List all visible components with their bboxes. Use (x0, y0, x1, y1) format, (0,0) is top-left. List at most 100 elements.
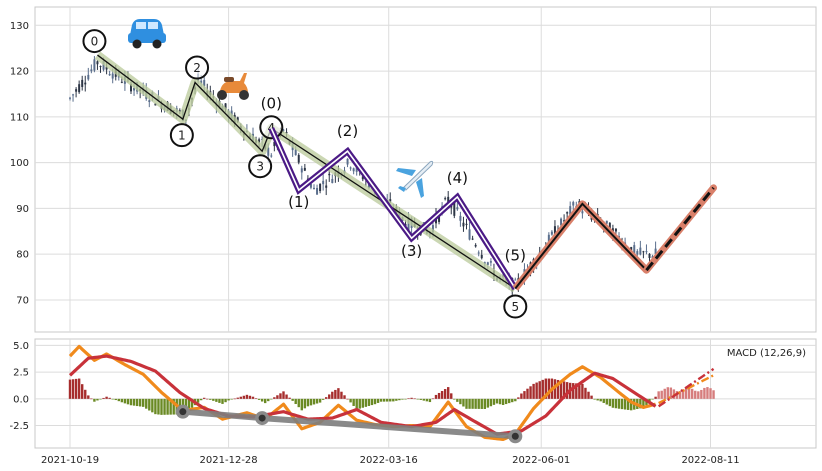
macd-histogram-bar (309, 398, 313, 406)
macd-histogram-bar (105, 396, 108, 399)
macd-histogram-bar (504, 398, 508, 405)
impulse-wave-label: 0 (91, 35, 99, 49)
macd-histogram-bar (367, 398, 371, 406)
macd-tick-label: 5.0 (13, 341, 29, 352)
macd-histogram-bar (663, 388, 666, 399)
macd-histogram-bar (245, 394, 249, 399)
candle-body (270, 155, 273, 157)
candle-body (471, 238, 474, 240)
impulse-wave-label: 1 (178, 129, 186, 143)
macd-projection-line (658, 374, 715, 405)
macd-histogram-bar (495, 398, 499, 404)
macd-histogram-bar (575, 383, 578, 399)
impulse-wave-label: 3 (256, 160, 264, 174)
macd-histogram-bar (376, 398, 380, 403)
macd-histogram-bar (654, 396, 657, 399)
macd-histogram-bar (218, 398, 221, 403)
price-grid (35, 7, 816, 332)
macd-histogram-bar (373, 398, 377, 405)
macd-histogram-bar (87, 395, 90, 399)
macd-histogram-bar (422, 398, 425, 401)
candle-body (361, 176, 364, 180)
macd-histogram-bar (623, 398, 627, 410)
macd-histogram-bar (209, 398, 212, 400)
macd-histogram-bar (657, 391, 660, 399)
candle-body (553, 226, 556, 239)
macd-histogram-bar (678, 391, 682, 399)
price-tick-label: 100 (10, 158, 29, 169)
macd-histogram-bar (230, 398, 233, 400)
candle-body (72, 94, 75, 96)
candle-body (69, 97, 71, 99)
macd-histogram-bar (297, 398, 300, 408)
macd-histogram-bar (565, 382, 569, 399)
macd-histogram-bar (617, 398, 621, 409)
macd-histogram-bar (239, 396, 242, 399)
macd-histogram-bar (331, 391, 334, 399)
macd-histogram-bar (352, 398, 355, 406)
candle-body (447, 196, 450, 203)
macd-histogram-bar (447, 387, 450, 399)
macd-histogram-bar (349, 398, 352, 403)
macd-histogram-bar (364, 398, 368, 407)
macd-histogram-bar (520, 393, 523, 399)
candle-body (654, 248, 657, 254)
macd-line (68, 344, 657, 442)
candle-body (477, 252, 480, 254)
candle-body (178, 110, 181, 112)
macd-histogram-bar (404, 398, 407, 400)
macd-histogram-bar (474, 398, 477, 409)
macd-histogram-bar (596, 398, 599, 401)
macd-histogram-bar (355, 398, 358, 410)
car-icon (128, 19, 166, 49)
macd-panel: -2.5 0.0 2.5 5.0 MACD (12,26,9) (9, 338, 817, 449)
candle-body (303, 167, 306, 171)
candle-body (331, 178, 334, 183)
macd-tick-label: 2.5 (13, 368, 29, 379)
macd-histogram-bar (370, 398, 374, 406)
candle-body (636, 251, 639, 255)
candle-body (309, 183, 312, 188)
macd-histogram-bar (190, 398, 194, 408)
macd-histogram-bar (614, 398, 618, 409)
macd-histogram-bar (300, 398, 303, 411)
macd-title: MACD (12,26,9) (727, 348, 806, 359)
macd-histogram-bar (666, 387, 669, 399)
candle-body (560, 218, 563, 226)
candle-body (456, 207, 459, 210)
icon-layer (128, 19, 434, 198)
impulse-wave-label: 5 (511, 300, 519, 314)
candle-body (352, 168, 355, 172)
macd-histogram-bar (639, 398, 642, 409)
macd-histogram-bar (346, 398, 349, 400)
macd-y-axis: -2.5 0.0 2.5 5.0 (9, 341, 29, 432)
candle-body (294, 149, 297, 156)
candle-body (389, 199, 392, 202)
macd-histogram-bar (498, 398, 502, 405)
candle-body (325, 185, 328, 188)
x-tick-label: 2022-03-16 (360, 455, 418, 466)
candle-body (328, 173, 331, 176)
macd-histogram-bar (84, 389, 87, 399)
impulse-wave-marker (185, 55, 210, 80)
macd-histogram-bar (608, 398, 612, 407)
macd-histogram-bar (517, 397, 520, 399)
macd-histogram-bar (538, 381, 541, 399)
macd-histogram-bar (227, 398, 230, 401)
macd-histogram-bar (556, 379, 560, 399)
macd-histogram-bar (328, 394, 331, 399)
macd-histogram-bar (434, 394, 438, 399)
projection-line (645, 186, 715, 272)
correction-line (514, 202, 648, 290)
macd-histogram-bar (318, 398, 322, 403)
macd-histogram-bar (651, 398, 654, 400)
sub-wave-label: (0) (261, 94, 282, 112)
candle-body (99, 66, 102, 68)
macd-histogram-bar (151, 398, 154, 413)
macd-histogram-bar (581, 383, 584, 399)
candle-body (349, 167, 352, 169)
macd-histogram-bar (81, 384, 84, 399)
macd-histogram-bar (687, 387, 691, 399)
signal-projection-line (657, 367, 715, 408)
